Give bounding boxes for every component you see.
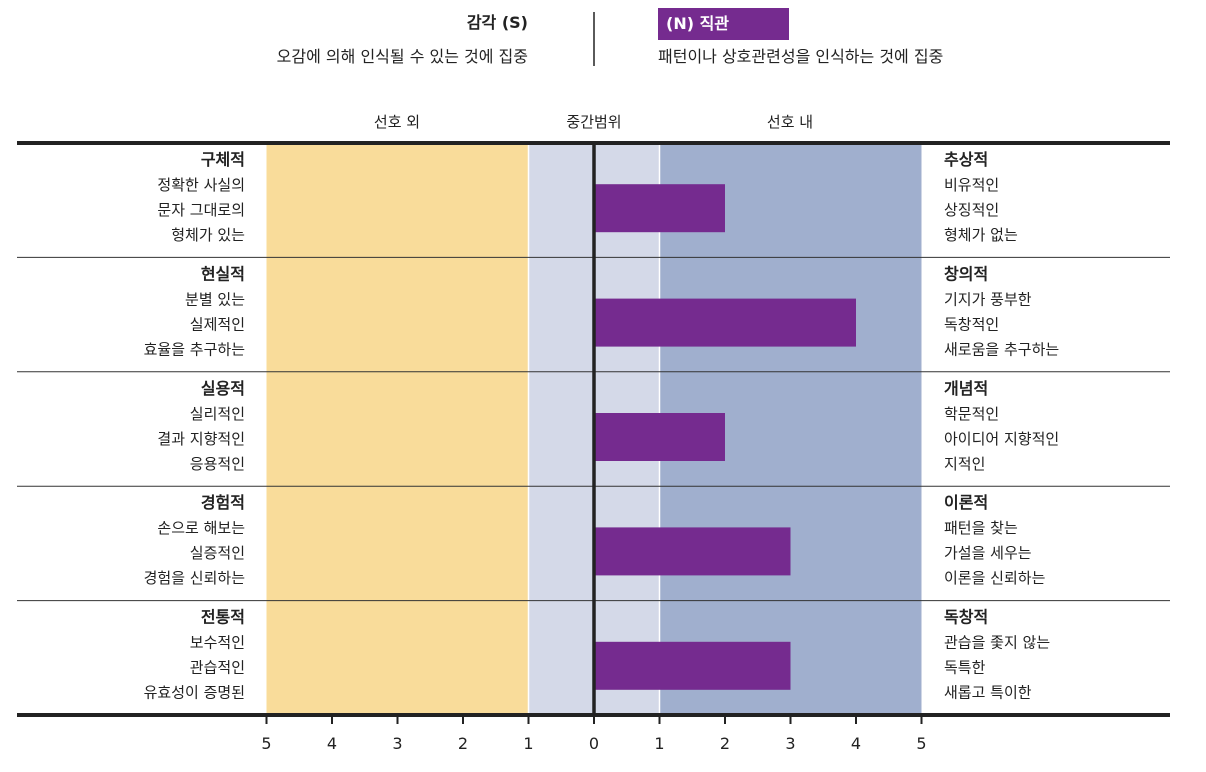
tick-label: 5 — [261, 734, 271, 753]
x-axis-ticks: 5 4 3 2 1 0 1 2 3 4 5 — [261, 715, 927, 753]
tick-label: 0 — [589, 734, 599, 753]
tick-label: 1 — [523, 734, 533, 753]
bars — [594, 184, 856, 690]
right-trait-title: 추상적 — [944, 150, 988, 169]
zone-label-in: 선호 내 — [767, 113, 813, 131]
right-trait-item: 패턴을 찾는 — [944, 519, 1018, 537]
tick-label: 3 — [392, 734, 402, 753]
tick-label: 4 — [851, 734, 861, 753]
left-trait-title: 실용적 — [201, 379, 245, 398]
left-trait-item: 실증적인 — [190, 544, 245, 562]
right-trait-title: 창의적 — [944, 264, 988, 283]
left-trait-item: 실리적인 — [190, 405, 245, 423]
right-trait-item: 독창적인 — [944, 315, 999, 333]
left-trait-item: 정확한 사실의 — [157, 176, 245, 194]
right-trait-item: 독특한 — [944, 659, 986, 677]
right-trait-item: 지적인 — [944, 455, 985, 473]
right-trait-item: 비유적인 — [944, 176, 999, 194]
preference-bar — [594, 527, 791, 576]
tick-label: 1 — [654, 734, 664, 753]
left-trait-item: 응용적인 — [190, 455, 245, 473]
zone-label-out: 선호 외 — [374, 113, 420, 131]
left-trait-item: 효율을 추구하는 — [144, 340, 246, 358]
preference-bar — [594, 641, 791, 690]
intuition-description: 패턴이나 상호관련성을 인식하는 것에 집중 — [658, 47, 943, 66]
right-trait-item: 이론을 신뢰하는 — [944, 569, 1046, 587]
tick-label: 3 — [785, 734, 795, 753]
left-trait-title: 구체적 — [201, 150, 245, 169]
intuition-title-badge — [658, 8, 789, 40]
left-trait-title: 전통적 — [201, 608, 245, 627]
right-trait-item: 형체가 없는 — [944, 226, 1018, 244]
tick-label: 4 — [327, 734, 337, 753]
right-trait-title: 개념적 — [944, 379, 988, 398]
tick-label: 5 — [916, 734, 926, 753]
right-trait-item: 학문적인 — [944, 405, 999, 423]
left-trait-item: 보수적인 — [190, 634, 245, 652]
right-trait-item: 새로움을 추구하는 — [944, 340, 1059, 358]
right-trait-item: 새롭고 특이한 — [944, 684, 1032, 702]
left-trait-item: 경험을 신뢰하는 — [144, 569, 246, 587]
left-trait-item: 관습적인 — [190, 659, 245, 677]
left-trait-title: 경험적 — [201, 493, 245, 512]
right-trait-title: 독창적 — [944, 608, 988, 627]
sensing-title: 감각 (S) — [467, 13, 528, 32]
left-trait-item: 분별 있는 — [185, 290, 245, 308]
out-of-preference-zone — [266, 143, 529, 715]
right-trait-item: 상징적인 — [944, 201, 999, 219]
left-trait-item: 손으로 해보는 — [157, 519, 245, 537]
left-trait-item: 문자 그대로의 — [157, 201, 245, 219]
chart-header: 감각 (S) 오감에 의해 인식될 수 있는 것에 집중 (N) 직관 패턴이나… — [277, 8, 943, 66]
right-trait-item: 관습을 좇지 않는 — [944, 634, 1050, 652]
zone-backgrounds — [266, 143, 922, 715]
preference-bar — [594, 298, 856, 347]
right-trait-title: 이론적 — [944, 493, 988, 512]
preference-bar — [594, 413, 725, 461]
zone-label-mid: 중간범위 — [566, 113, 621, 131]
left-trait-title: 현실적 — [201, 264, 245, 283]
left-trait-item: 실제적인 — [190, 315, 245, 333]
preference-bar — [594, 184, 725, 233]
left-trait-item: 결과 지향적인 — [157, 430, 245, 448]
left-trait-item: 유효성이 증명된 — [144, 684, 245, 702]
tick-label: 2 — [720, 734, 730, 753]
right-trait-item: 아이디어 지향적인 — [944, 430, 1059, 448]
left-trait-item: 형체가 있는 — [171, 226, 245, 244]
intuition-title: (N) 직관 — [666, 14, 729, 33]
tick-label: 2 — [458, 734, 468, 753]
right-trait-item: 가설을 세우는 — [944, 544, 1032, 562]
sensing-description: 오감에 의해 인식될 수 있는 것에 집중 — [277, 47, 528, 66]
right-trait-item: 기지가 풍부한 — [944, 290, 1032, 308]
